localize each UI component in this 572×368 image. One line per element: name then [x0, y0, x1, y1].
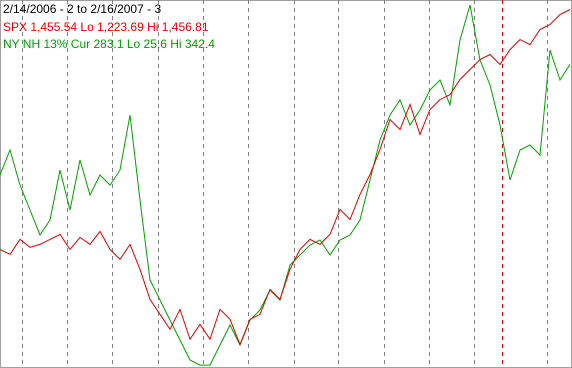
- legend-entry: SPX 1,455.54 Lo 1,223.69 Hi 1,456.81: [3, 20, 209, 34]
- period-dividers: [22, 0, 548, 368]
- plot: [0, 4, 571, 366]
- series-line: [0, 9, 571, 346]
- legend-entry: NY NH 13% Cur 283.1 Lo 25.6 Hi 342.4: [3, 37, 215, 51]
- chart-title: 2/14/2006 - 2 to 2/16/2007 - 3: [3, 2, 161, 16]
- series-line: [0, 4, 571, 366]
